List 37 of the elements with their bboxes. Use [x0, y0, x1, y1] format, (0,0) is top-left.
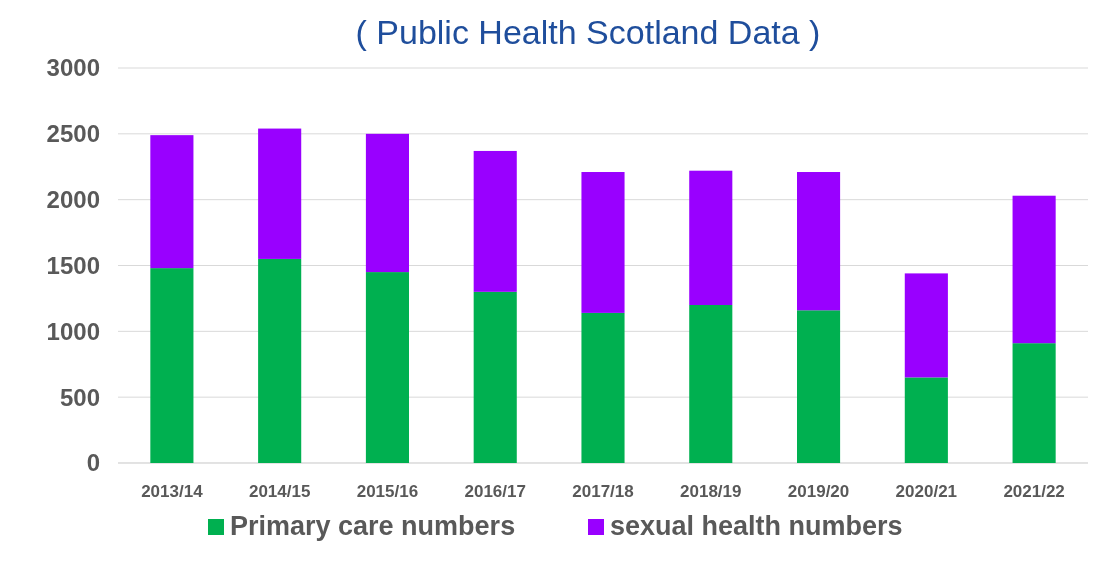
y-tick-label: 1500: [46, 251, 100, 279]
bar: [1012, 195, 1056, 344]
bar: [797, 310, 841, 463]
bar: [689, 170, 733, 305]
bar: [258, 258, 302, 463]
bar: [689, 305, 733, 463]
bar: [904, 273, 948, 378]
y-tick-label: 2000: [46, 186, 100, 214]
bar: [904, 377, 948, 463]
x-tick-label: 2021/22: [1003, 482, 1065, 501]
bar: [473, 291, 517, 463]
bar: [150, 268, 194, 463]
x-tick-label: 2020/21: [895, 482, 958, 501]
y-tick-label: 1000: [46, 317, 100, 345]
x-tick-label: 2017/18: [572, 482, 634, 501]
bar: [797, 172, 841, 311]
x-tick-label: 2015/16: [356, 482, 419, 501]
bar: [365, 272, 409, 463]
bar: [150, 135, 194, 269]
x-tick-label: 2016/17: [464, 482, 526, 501]
x-tick-label: 2014/15: [248, 482, 311, 501]
y-tick-label: 0: [86, 449, 100, 477]
legend-label: sexual health numbers: [610, 511, 903, 541]
y-tick-label: 500: [59, 383, 100, 411]
bar: [1012, 343, 1056, 463]
bar: [581, 312, 625, 463]
legend-label: Primary care numbers: [230, 511, 516, 541]
y-tick-label: 3000: [46, 54, 100, 82]
bar: [258, 128, 302, 259]
bar: [365, 133, 409, 273]
bar: [581, 172, 625, 313]
bar: [473, 150, 517, 292]
x-tick-label: 2019/20: [787, 482, 850, 501]
x-tick-label: 2013/14: [141, 482, 204, 501]
y-tick-label: 2500: [46, 120, 100, 148]
chart-title: ( Public Health Scotland Data ): [355, 13, 821, 51]
x-tick-label: 2018/19: [680, 482, 742, 501]
